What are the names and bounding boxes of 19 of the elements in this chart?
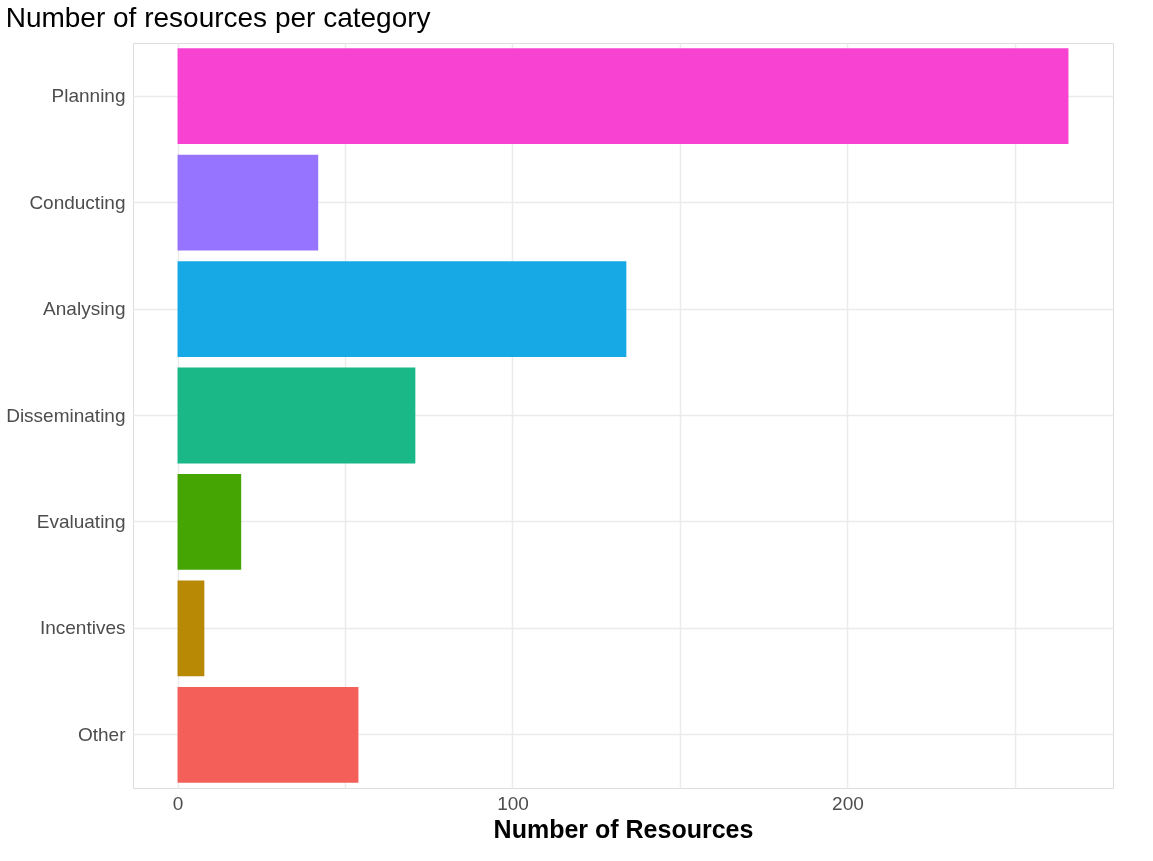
bar: [177, 580, 205, 677]
y-tick-label: Planning: [51, 85, 126, 107]
chart-title: Number of resources per category: [5, 2, 431, 33]
x-tick-label: 200: [832, 792, 864, 814]
bar: [177, 474, 242, 570]
x-tick-label: 0: [172, 792, 184, 814]
bar: [177, 48, 1069, 145]
bar: [177, 154, 319, 251]
y-tick-label: Other: [77, 723, 127, 745]
y-tick-label: Analysing: [43, 298, 126, 320]
y-tick-label: Evaluating: [36, 510, 126, 532]
bar: [177, 261, 627, 357]
bar: [177, 367, 416, 464]
y-tick-label: Conducting: [29, 191, 126, 213]
x-tick-label: 100: [497, 792, 529, 814]
x-axis-title: Number of Resources: [493, 814, 754, 843]
y-tick-label: Incentives: [39, 617, 126, 639]
y-tick-label: Disseminating: [6, 404, 126, 426]
bar: [177, 686, 359, 783]
